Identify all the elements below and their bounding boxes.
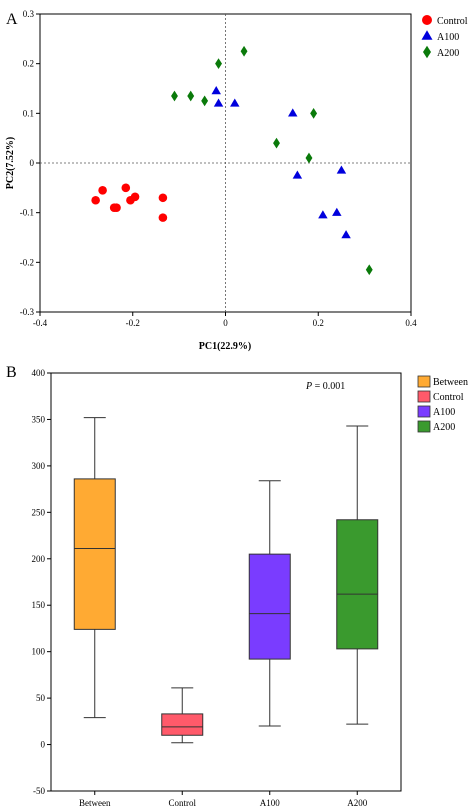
pca-x-tick-label: 0.4 bbox=[405, 318, 417, 328]
box-y-tick-label: 50 bbox=[36, 693, 46, 703]
pca-y-tick-label: 0.3 bbox=[23, 9, 35, 19]
pca-x-axis: -0.4 -0.2 0 0.2 0.4 bbox=[33, 312, 417, 328]
pca-point-a200 bbox=[171, 90, 178, 102]
box-y-tick-label: 200 bbox=[32, 554, 46, 564]
pca-y-tick-label: -0.3 bbox=[20, 307, 35, 317]
pca-scatter-plot: -0.4 -0.2 0 0.2 0.4 -0.3 -0.2 -0.1 0 0.1 0.2 0.3 P… bbox=[5, 9, 468, 352]
pca-y-axis: -0.3 -0.2 -0.1 0 0.1 0.2 0.3 bbox=[20, 9, 40, 317]
box-legend-swatch-a100 bbox=[417, 405, 431, 418]
pca-y-axis-title: PC2(7.52%) bbox=[5, 137, 16, 190]
pca-points bbox=[91, 45, 373, 276]
pca-point-a100 bbox=[332, 207, 342, 216]
pca-y-tick-label: 0 bbox=[30, 158, 35, 168]
pca-x-axis-title: PC1(22.9%) bbox=[199, 341, 252, 352]
pca-point-control bbox=[158, 193, 168, 203]
pca-point-control bbox=[130, 192, 140, 202]
pca-point-a100 bbox=[336, 165, 347, 174]
pca-point-a200 bbox=[215, 58, 222, 70]
box-legend-swatch-between bbox=[417, 375, 431, 388]
pca-y-tick-label: 0.2 bbox=[23, 59, 34, 69]
box-plot: -50 0 50 100 150 200 250 300 350 400 Between Contr… bbox=[32, 368, 469, 808]
pca-x-tick-label: -0.4 bbox=[33, 318, 48, 328]
pca-point-a200 bbox=[273, 137, 280, 149]
pca-point-a200 bbox=[365, 264, 373, 276]
p-value-annotation: P = 0.001 bbox=[305, 381, 345, 392]
pca-point-a200 bbox=[187, 90, 195, 102]
pca-point-control bbox=[121, 183, 131, 193]
pca-x-tick-label: -0.2 bbox=[126, 318, 140, 328]
box-x-axis: Between Control A100 A200 bbox=[79, 791, 368, 808]
box-iqr bbox=[248, 553, 291, 660]
box-legend-swatch-control bbox=[417, 390, 431, 403]
box-x-tick-label: Control bbox=[168, 798, 196, 808]
box-y-tick-label: 250 bbox=[32, 507, 46, 517]
pca-legend-marker-a100 bbox=[421, 30, 433, 40]
pca-legend-label: A200 bbox=[437, 48, 459, 59]
pca-point-a200 bbox=[305, 152, 313, 164]
box-legend-label: A100 bbox=[433, 407, 455, 418]
pca-legend-label: A100 bbox=[437, 32, 459, 43]
pca-point-a100 bbox=[211, 86, 221, 95]
pca-point-a100 bbox=[213, 98, 224, 107]
box-a100 bbox=[248, 480, 291, 727]
panel-b-label: B bbox=[6, 364, 17, 381]
pca-x-tick-label: 0 bbox=[223, 318, 228, 328]
pca-point-control bbox=[98, 186, 107, 195]
panel-a-label: A bbox=[6, 11, 18, 28]
pca-legend: Control A100 A200 bbox=[421, 15, 468, 59]
box-y-tick-label: 0 bbox=[41, 740, 46, 750]
pca-y-tick-label: 0.1 bbox=[23, 108, 34, 118]
boxes bbox=[73, 417, 379, 744]
pca-point-a100 bbox=[230, 98, 240, 107]
pca-legend-label: Control bbox=[437, 16, 468, 27]
pca-point-a100 bbox=[292, 170, 303, 179]
box-a200 bbox=[336, 425, 379, 725]
box-iqr bbox=[336, 519, 379, 650]
pca-legend-marker-a200 bbox=[423, 45, 431, 59]
box-y-tick-label: 150 bbox=[32, 600, 46, 610]
box-y-tick-label: 100 bbox=[32, 647, 46, 657]
box-plot-frame bbox=[50, 372, 402, 792]
pca-point-control bbox=[91, 195, 100, 205]
box-y-tick-label: 400 bbox=[32, 368, 46, 378]
pca-point-a100 bbox=[318, 210, 328, 219]
pca-x-tick-label: 0.2 bbox=[313, 318, 324, 328]
box-x-tick-label: A100 bbox=[260, 798, 280, 808]
pca-point-a100 bbox=[341, 230, 351, 239]
box-y-tick-label: -50 bbox=[33, 786, 45, 796]
pca-point-a200 bbox=[201, 95, 209, 107]
box-x-tick-label: A200 bbox=[347, 798, 367, 808]
pca-point-control bbox=[112, 203, 121, 212]
pca-point-a100 bbox=[288, 108, 298, 117]
box-x-tick-label: Between bbox=[79, 798, 111, 808]
pca-point-a200 bbox=[310, 107, 318, 119]
box-y-axis: -50 0 50 100 150 200 250 300 350 400 bbox=[32, 368, 51, 796]
pca-y-tick-label: -0.1 bbox=[20, 208, 34, 218]
pca-point-control bbox=[158, 213, 168, 222]
box-legend-label: Between bbox=[433, 377, 468, 388]
box-legend: Between Control A100 A200 bbox=[417, 375, 468, 433]
pca-y-tick-label: -0.2 bbox=[20, 257, 34, 267]
pca-legend-marker-control bbox=[422, 15, 432, 25]
box-y-tick-label: 300 bbox=[32, 461, 46, 471]
pca-point-a200 bbox=[240, 45, 248, 57]
box-between bbox=[73, 417, 116, 719]
box-iqr bbox=[73, 478, 116, 630]
box-iqr bbox=[161, 713, 204, 736]
box-legend-swatch-a200 bbox=[417, 420, 431, 433]
box-control bbox=[161, 687, 204, 744]
box-y-tick-label: 350 bbox=[32, 414, 46, 424]
box-legend-label: A200 bbox=[433, 422, 455, 433]
box-legend-label: Control bbox=[433, 392, 464, 403]
